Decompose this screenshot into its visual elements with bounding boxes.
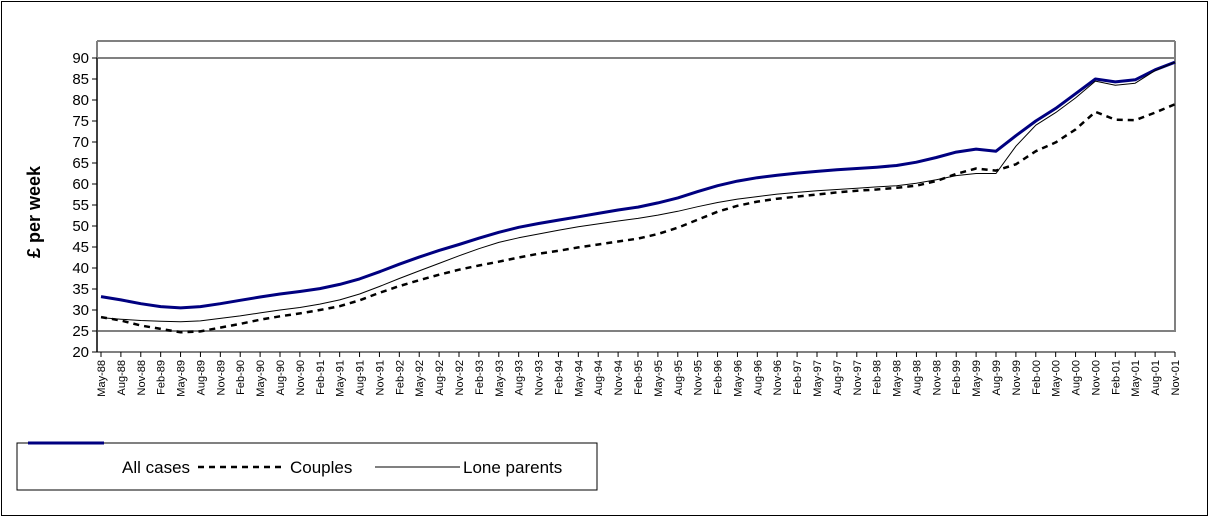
x-tick-label: Aug-98 (911, 360, 923, 395)
x-tick-label: Feb-91 (315, 360, 327, 395)
x-tick-label: Nov-89 (215, 360, 227, 395)
series-line-couples (100, 103, 1176, 334)
x-tick-label: May-97 (812, 360, 824, 397)
x-tick-label: Feb-99 (951, 360, 963, 395)
y-tick-label: 45 (72, 239, 89, 256)
legend-box (16, 442, 598, 491)
x-tick-label: Nov-91 (374, 360, 386, 395)
y-tick-label: 40 (72, 260, 89, 277)
x-tick-label: May-89 (176, 360, 188, 397)
x-tick-label: May-90 (255, 360, 267, 397)
x-tick-label: Nov-94 (613, 360, 625, 395)
x-tick-label: Feb-01 (1110, 360, 1122, 395)
x-tick-label: Nov-99 (1011, 360, 1023, 395)
x-tick-label: Aug-90 (275, 360, 287, 395)
y-tick-label: 75 (72, 113, 89, 130)
x-tick-label: Nov-90 (295, 360, 307, 395)
y-tick-label: 90 (72, 50, 89, 67)
y-tick-label: 50 (72, 218, 89, 235)
x-tick-label: Nov-97 (852, 360, 864, 395)
x-tick-label: Aug-91 (355, 360, 367, 395)
y-tick-label: 55 (72, 197, 89, 214)
x-tick-label: Feb-96 (713, 360, 725, 395)
x-tick-label: Nov-93 (534, 360, 546, 395)
plot-area (96, 40, 1176, 352)
x-tick-label: Feb-90 (235, 360, 247, 395)
legend-label-all-cases: All cases (122, 458, 190, 477)
x-tick-label: Aug-96 (752, 360, 764, 395)
y-tick-label: 80 (72, 92, 89, 109)
legend-label-couples: Couples (290, 458, 352, 477)
x-tick-label: May-01 (1130, 360, 1142, 397)
x-tick-label: Feb-00 (1031, 360, 1043, 395)
series-line-all-cases (100, 60, 1176, 310)
y-tick-label: 70 (72, 134, 89, 151)
x-tick-label: Nov-00 (1090, 360, 1102, 395)
y-tick-label: 20 (72, 344, 89, 361)
y-tick-label: 30 (72, 302, 89, 319)
y-axis-label: £ per week (24, 165, 44, 258)
x-tick-label: May-98 (892, 360, 904, 397)
x-tick-label: Feb-92 (394, 360, 406, 395)
x-tick-label: May-94 (573, 360, 585, 397)
x-tick-label: Aug-88 (116, 360, 128, 395)
legend: All cases Couples Lone parents (16, 441, 598, 491)
x-axis: May-88 Aug-88 Nov-88 Feb-89 May-89 Aug-89 Nov-… (96, 351, 1182, 397)
x-tick-label: Aug-92 (434, 360, 446, 395)
x-tick-label: Aug-94 (593, 360, 605, 395)
x-tick-label: Feb-89 (156, 360, 168, 395)
x-tick-label: Aug-93 (514, 360, 526, 395)
x-tick-label: Aug-01 (1150, 360, 1162, 395)
y-tick-label: 25 (72, 323, 89, 340)
x-tick-label: Feb-98 (872, 360, 884, 395)
x-tick-label: Feb-95 (633, 360, 645, 395)
x-tick-label: Nov-96 (772, 360, 784, 395)
x-tick-label: Feb-94 (553, 360, 565, 395)
x-tick-label: May-93 (494, 360, 506, 397)
x-tick-label: Aug-97 (832, 360, 844, 395)
x-tick-label: Aug-95 (673, 360, 685, 395)
x-tick-label: Nov-95 (693, 360, 705, 395)
legend-label-lone-parents: Lone parents (463, 458, 562, 477)
x-tick-label: May-92 (414, 360, 426, 397)
x-tick-label: Feb-97 (792, 360, 804, 395)
x-tick-label: May-99 (971, 360, 983, 397)
series-line-lone-parents (100, 61, 1176, 323)
y-axis: 20 25 30 35 40 45 50 55 60 65 70 75 80 85 90 (72, 50, 98, 361)
x-tick-label: May-88 (96, 360, 108, 397)
y-tick-label: 65 (72, 155, 89, 172)
y-tick-label: 60 (72, 176, 89, 193)
x-tick-label: Aug-89 (195, 360, 207, 395)
y-tick-label: 35 (72, 281, 89, 298)
x-tick-label: Feb-93 (474, 360, 486, 395)
x-tick-label: Aug-99 (991, 360, 1003, 395)
x-tick-label: May-00 (1051, 360, 1063, 397)
y-tick-label: 85 (72, 71, 89, 88)
x-tick-label: Nov-88 (136, 360, 148, 395)
x-tick-label: Nov-98 (931, 360, 943, 395)
x-tick-label: May-96 (732, 360, 744, 397)
x-tick-label: May-95 (653, 360, 665, 397)
x-tick-label: Nov-92 (454, 360, 466, 395)
x-tick-label: May-91 (335, 360, 347, 397)
x-tick-label: Aug-00 (1071, 360, 1083, 395)
x-tick-label: Nov-01 (1170, 360, 1182, 395)
